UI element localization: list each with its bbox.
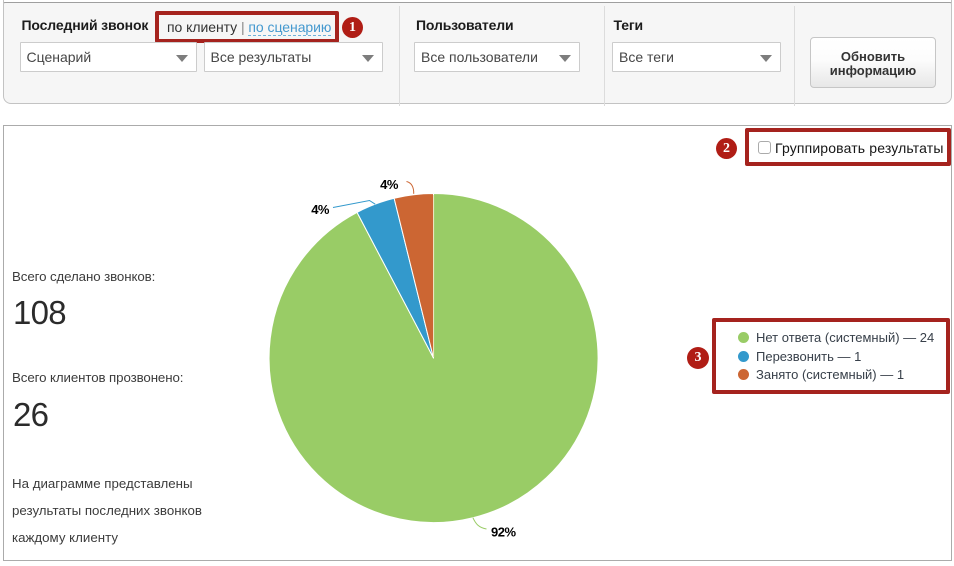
- svg-text:92%: 92%: [491, 525, 516, 540]
- svg-text:4%: 4%: [380, 177, 399, 192]
- svg-text:4%: 4%: [311, 202, 330, 217]
